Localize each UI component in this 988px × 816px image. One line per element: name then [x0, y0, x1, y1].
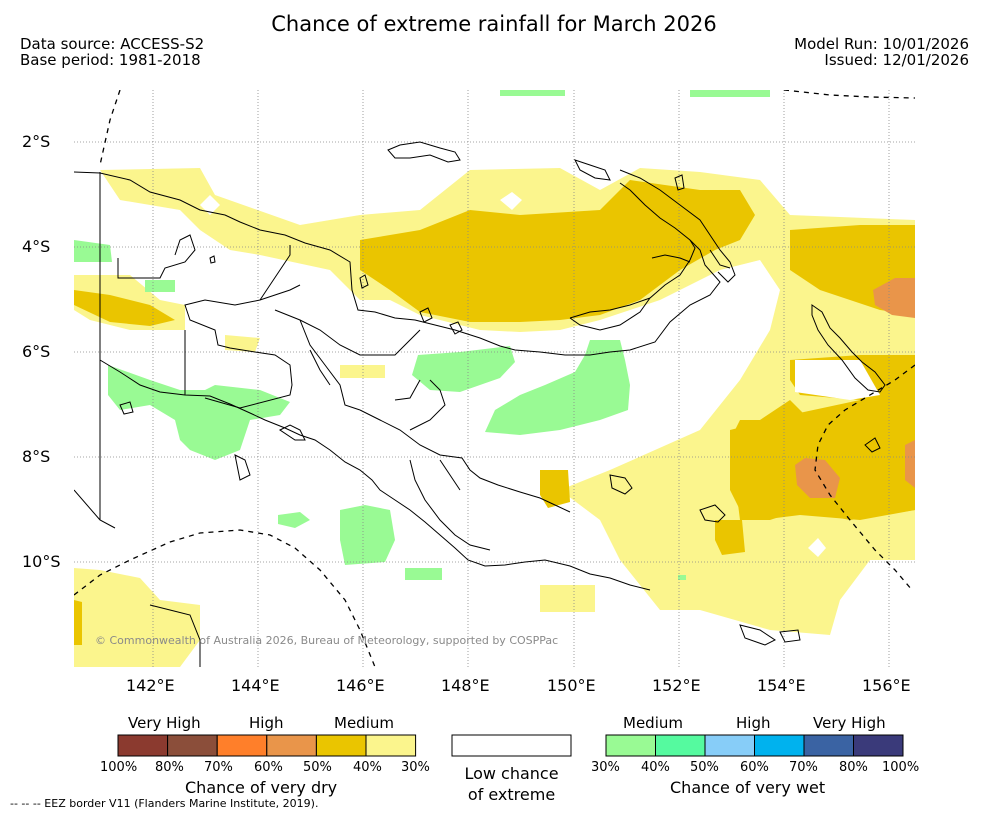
legend-dry-medium: Medium: [334, 714, 394, 732]
legend-dry-pct: 40%: [353, 760, 382, 775]
probability-shading: [74, 90, 915, 667]
dry-high-area: [795, 278, 915, 498]
legend-dry-title: Chance of very dry: [185, 778, 338, 797]
lon-label-150e: 150°E: [547, 676, 596, 695]
legend-swatch-dry-80: [167, 734, 218, 757]
legend-wet-pct: 80%: [839, 760, 868, 775]
legend-wet-medium: Medium: [623, 714, 683, 732]
legend-swatch-low: [451, 734, 572, 757]
legend-swatch-wet-30: [605, 734, 656, 757]
low-chance-area: [200, 192, 880, 557]
legend-dry-pct: 80%: [155, 760, 184, 775]
lon-label-152e: 152°E: [652, 676, 701, 695]
lat-label-6s: 6°S: [22, 342, 51, 361]
dry-legend: [117, 734, 417, 757]
legend-wet-pct: 50%: [690, 760, 719, 775]
lat-label-4s: 4°S: [22, 237, 51, 256]
graticule: [74, 90, 915, 667]
legend-wet-high: High: [736, 714, 771, 732]
wet-medium-area: [74, 90, 770, 580]
lon-label-148e: 148°E: [441, 676, 490, 695]
lat-label-10s: 10°S: [22, 552, 61, 571]
wet-legend: [605, 734, 904, 757]
lon-label-142e: 142°E: [126, 676, 175, 695]
legend-swatch-dry-70: [216, 734, 268, 757]
legend-swatch-dry-100: [117, 734, 169, 757]
legend-dry-pct: 100%: [100, 760, 138, 775]
legend-wet-pct: 100%: [882, 760, 920, 775]
legend-low-title-2: of extreme: [467, 785, 556, 804]
lon-label-156e: 156°E: [862, 676, 911, 695]
legend-wet-title: Chance of very wet: [670, 778, 826, 797]
lon-label-144e: 144°E: [231, 676, 280, 695]
data-source: Data source: ACCESS-S2: [20, 35, 205, 53]
legend-swatch-wet-40: [655, 734, 706, 757]
eez-footnote: -- -- -- EEZ border V11 (Flanders Marine…: [10, 797, 319, 810]
lat-label-8s: 8°S: [22, 447, 51, 466]
legend-swatch-dry-60: [266, 734, 317, 757]
legend-swatch-wet-80: [853, 734, 904, 757]
legend-dry-very-high: Very High: [128, 714, 201, 732]
legend-dry-pct: 30%: [401, 760, 430, 775]
legend-wet-pct: 70%: [789, 760, 818, 775]
copyright-notice: © Commonwealth of Australia 2026, Bureau…: [95, 634, 559, 647]
lon-label-146e: 146°E: [336, 676, 385, 695]
legend-dry-pct: 50%: [303, 760, 332, 775]
legend-dry-pct: 60%: [254, 760, 283, 775]
legend-dry-high: High: [249, 714, 284, 732]
issued-date: Issued: 12/01/2026: [824, 51, 969, 69]
legend-wet-pct: 30%: [591, 760, 620, 775]
legend-swatch-wet-70: [803, 734, 854, 757]
legend-wet-pct: 40%: [641, 760, 670, 775]
legend-low-title-1: Low chance: [464, 764, 559, 783]
legend-swatch-wet-50: [704, 734, 755, 757]
legend-wet-pct: 60%: [740, 760, 769, 775]
coastlines: [74, 141, 886, 667]
lon-label-154e: 154°E: [757, 676, 806, 695]
legend-swatch-wet-60: [754, 734, 805, 757]
model-run: Model Run: 10/01/2026: [794, 35, 969, 53]
eez-border: [74, 90, 915, 667]
legend-wet-very-high: Very High: [813, 714, 886, 732]
base-period: Base period: 1981-2018: [20, 51, 201, 69]
legend-swatch-dry-50: [315, 734, 367, 757]
lat-label-2s: 2°S: [22, 132, 51, 151]
legend-swatch-dry-40: [365, 734, 417, 757]
legend-dry-pct: 70%: [204, 760, 233, 775]
chart-title: Chance of extreme rainfall for March 202…: [271, 12, 717, 36]
